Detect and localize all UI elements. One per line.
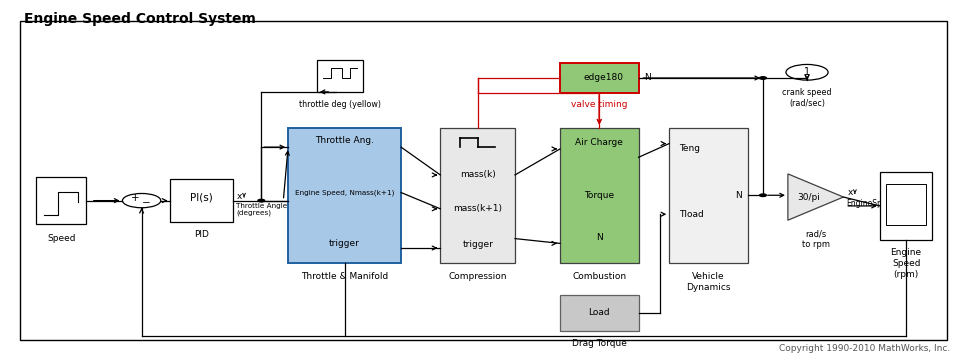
Text: valve timing: valve timing xyxy=(571,100,628,109)
Text: mass(k): mass(k) xyxy=(459,171,496,180)
Text: Engine Speed Control System: Engine Speed Control System xyxy=(24,12,256,26)
Text: Tload: Tload xyxy=(679,210,704,219)
Text: throttle deg (yellow): throttle deg (yellow) xyxy=(299,100,380,109)
Bar xyxy=(887,184,925,225)
Bar xyxy=(440,127,515,263)
Text: Copyright 1990-2010 MathWorks, Inc.: Copyright 1990-2010 MathWorks, Inc. xyxy=(779,344,950,353)
Text: PID: PID xyxy=(194,230,209,239)
Bar xyxy=(37,177,86,224)
Text: EngineSpeed: EngineSpeed xyxy=(846,199,897,208)
Text: PI(s): PI(s) xyxy=(190,193,213,203)
Text: crank speed
(rad/sec): crank speed (rad/sec) xyxy=(782,88,832,108)
Bar xyxy=(669,127,747,263)
Text: mass(k+1): mass(k+1) xyxy=(454,204,502,213)
Circle shape xyxy=(760,194,767,197)
Bar xyxy=(170,179,232,222)
Bar xyxy=(20,21,947,340)
Text: Drag Torque: Drag Torque xyxy=(572,338,627,348)
Text: Engine Speed, Nmass(k+1): Engine Speed, Nmass(k+1) xyxy=(295,189,394,196)
Text: trigger: trigger xyxy=(329,239,360,248)
Text: Engine
Speed
(rpm): Engine Speed (rpm) xyxy=(891,248,922,279)
Text: N: N xyxy=(644,73,651,83)
Text: Throttle Ang.: Throttle Ang. xyxy=(315,136,374,146)
Text: Speed: Speed xyxy=(47,234,75,243)
Text: N: N xyxy=(596,233,603,241)
Text: 1: 1 xyxy=(804,67,810,77)
Text: 30/pi: 30/pi xyxy=(797,193,820,202)
Text: trigger: trigger xyxy=(462,240,493,249)
Text: Throttle Angle Profiles: Throttle Angle Profiles xyxy=(236,203,316,210)
Text: x: x xyxy=(236,192,242,201)
Circle shape xyxy=(258,199,265,202)
Circle shape xyxy=(122,193,161,208)
Bar xyxy=(880,172,932,240)
Bar xyxy=(317,60,363,92)
Bar xyxy=(560,127,638,263)
Text: N: N xyxy=(735,191,742,200)
Polygon shape xyxy=(788,174,844,220)
Text: Throttle & Manifold: Throttle & Manifold xyxy=(301,272,388,281)
Text: Compression: Compression xyxy=(449,272,507,281)
Text: Load: Load xyxy=(588,308,611,317)
Text: x: x xyxy=(847,188,852,197)
Circle shape xyxy=(786,64,828,80)
Text: rad/s
to rpm: rad/s to rpm xyxy=(801,229,830,249)
Text: Air Charge: Air Charge xyxy=(575,138,623,147)
Text: Torque: Torque xyxy=(585,191,614,200)
Bar xyxy=(288,127,401,263)
Bar xyxy=(560,295,638,331)
Text: (degrees): (degrees) xyxy=(236,210,272,216)
Text: Combustion: Combustion xyxy=(572,272,626,281)
Text: −: − xyxy=(142,198,151,209)
Text: +: + xyxy=(131,193,140,203)
Text: Teng: Teng xyxy=(679,144,700,152)
Bar xyxy=(560,63,638,93)
Text: Vehicle
Dynamics: Vehicle Dynamics xyxy=(687,272,731,292)
Circle shape xyxy=(760,77,767,79)
Text: edge180: edge180 xyxy=(584,73,623,83)
